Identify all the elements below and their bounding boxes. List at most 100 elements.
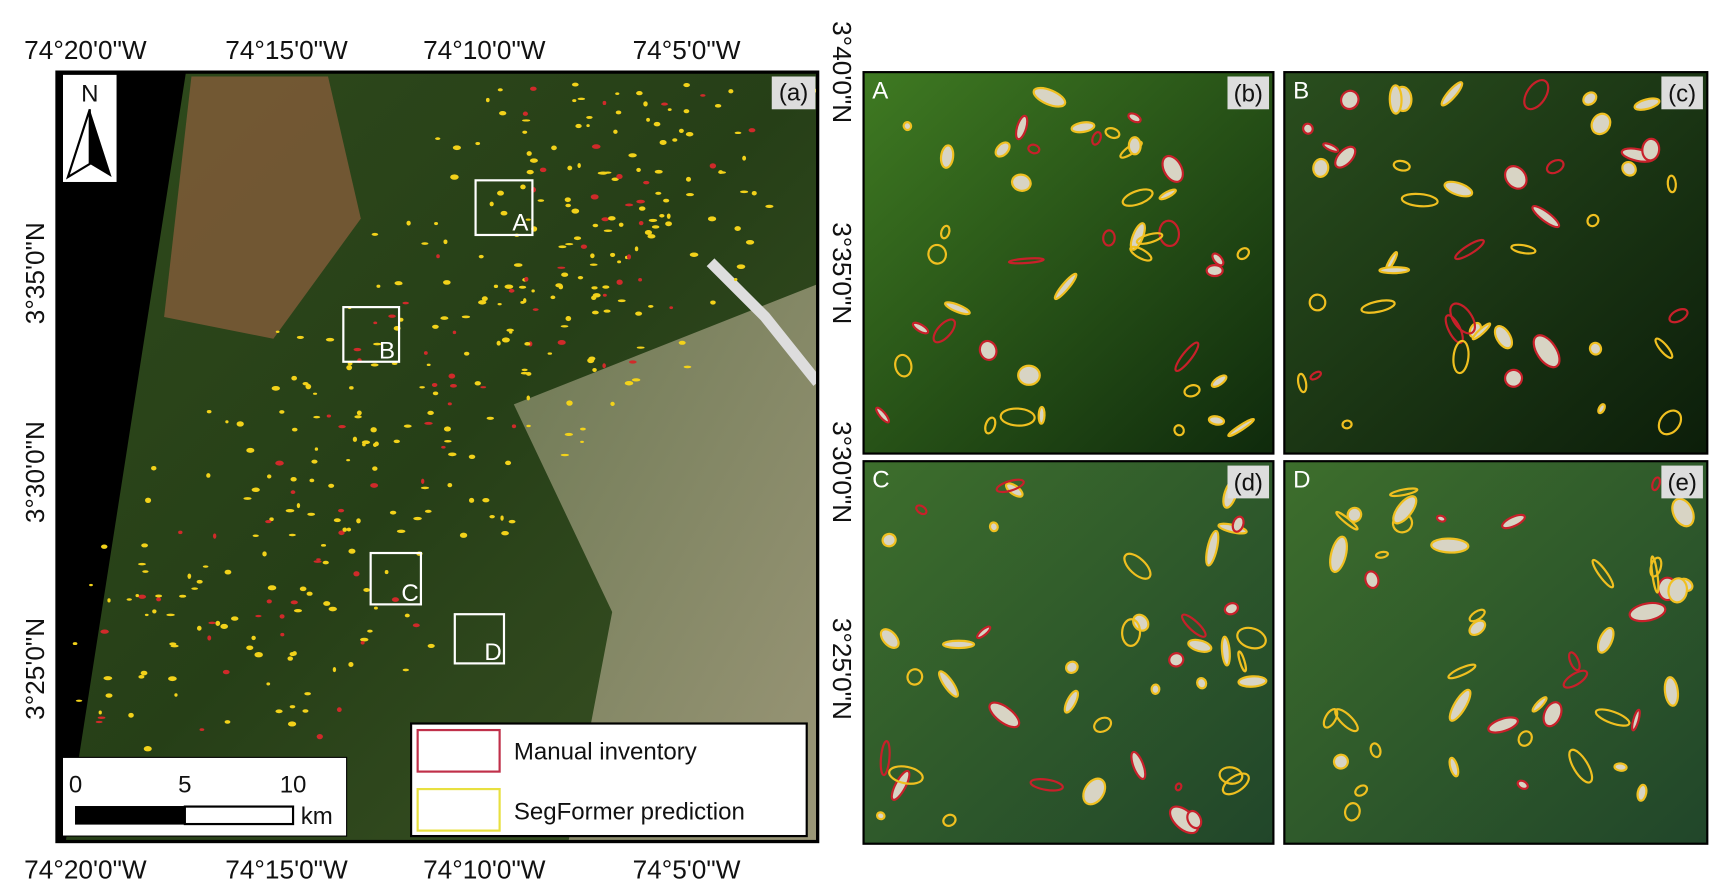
landslide-polygon (1237, 675, 1268, 688)
inset-box (474, 179, 534, 237)
landslide (296, 502, 301, 509)
landslide (396, 529, 406, 533)
landslide (489, 201, 494, 207)
landslide (144, 613, 149, 617)
landslide-polygon (1531, 696, 1548, 713)
landslide (572, 99, 577, 103)
landslide (560, 453, 569, 457)
scale-tick-label: 5 (178, 771, 191, 798)
landslide-polygon (1211, 252, 1225, 267)
landslide-polygon (1468, 608, 1486, 623)
landslide (296, 335, 304, 340)
panel-label-bg (1227, 76, 1270, 110)
landslide (291, 427, 298, 432)
landslide-polygon (1093, 716, 1113, 734)
landslide (602, 363, 606, 369)
landslide (155, 594, 163, 598)
landslide (592, 367, 597, 372)
landslide-polygon (927, 243, 948, 265)
landslide (138, 562, 146, 566)
landslide (481, 296, 488, 302)
landslide (306, 591, 313, 596)
landslide (524, 342, 531, 346)
landslide (275, 330, 280, 333)
detail-panel: A (b) (862, 71, 1275, 455)
landslide-polygon (1392, 159, 1411, 172)
landslide-polygon (978, 339, 998, 361)
landslide (591, 295, 597, 300)
landslide (577, 275, 584, 280)
landslide-polygon (1501, 513, 1526, 530)
landslide (404, 613, 410, 618)
landslide (304, 692, 311, 696)
landslide (636, 90, 643, 96)
landslide (370, 363, 379, 367)
landslide (580, 244, 588, 249)
landslide-polygon (1448, 756, 1460, 778)
landslide-polygon (939, 144, 955, 169)
landslide (421, 478, 425, 484)
landslide (520, 184, 526, 190)
landslide (485, 97, 490, 103)
landslide (328, 606, 337, 612)
landslide-polygon (888, 765, 924, 785)
landslide (505, 460, 512, 466)
landslide-polygon (1590, 112, 1612, 136)
landslide-polygon (1210, 374, 1228, 388)
landslide-polygon (1650, 555, 1660, 594)
landslide-polygon (875, 811, 886, 821)
landslide (279, 410, 285, 414)
landslide-polygon (1296, 372, 1308, 394)
inset-box-label: C (401, 580, 418, 607)
landslide (566, 400, 573, 406)
legend-label: Manual inventory (514, 739, 697, 766)
landslide (101, 544, 108, 549)
landslide-polygon (1503, 165, 1528, 190)
landslide-polygon (1309, 370, 1322, 381)
landslide-polygon (1613, 762, 1628, 772)
landslide (103, 676, 113, 681)
landslide (463, 351, 470, 356)
landslide (336, 707, 342, 713)
landslide (420, 486, 430, 490)
landslide-polygon (941, 639, 976, 650)
landslide-polygon (1121, 618, 1142, 647)
landslide (683, 83, 690, 88)
landslide (589, 263, 598, 266)
landslide-polygon (1135, 232, 1164, 245)
landslide-polygon (1668, 308, 1689, 324)
landslide (100, 629, 109, 634)
landslide (565, 242, 574, 246)
landslide (215, 620, 221, 626)
landslide-polygon (1130, 750, 1147, 781)
landslide (759, 43, 767, 46)
landslide (316, 558, 321, 561)
landslide (353, 571, 360, 577)
longitude-label: 74°5'0"W (633, 855, 741, 885)
landslide (342, 527, 348, 532)
landslide (591, 286, 598, 290)
landslide (461, 315, 471, 319)
landslide-polygon (1037, 405, 1046, 425)
landslide (648, 218, 658, 223)
landslide (72, 642, 78, 646)
landslide (419, 386, 425, 389)
panel-letter: D (1293, 466, 1310, 493)
landslide (643, 180, 650, 185)
landslide (174, 693, 178, 697)
landslide (141, 543, 148, 548)
landslide-polygon (1329, 535, 1348, 574)
landslide (346, 365, 353, 371)
landslide (225, 420, 229, 424)
landslide-polygon (1666, 174, 1677, 194)
landslide-polygon (1667, 577, 1689, 604)
landslide (452, 145, 461, 151)
landslide-polygon (1636, 783, 1648, 802)
landslide-polygon (944, 301, 971, 316)
landslide (714, 103, 722, 108)
landslide (314, 447, 319, 451)
landslide-polygon (1227, 417, 1255, 438)
landslide-polygon (879, 628, 900, 649)
landslide (500, 515, 504, 521)
